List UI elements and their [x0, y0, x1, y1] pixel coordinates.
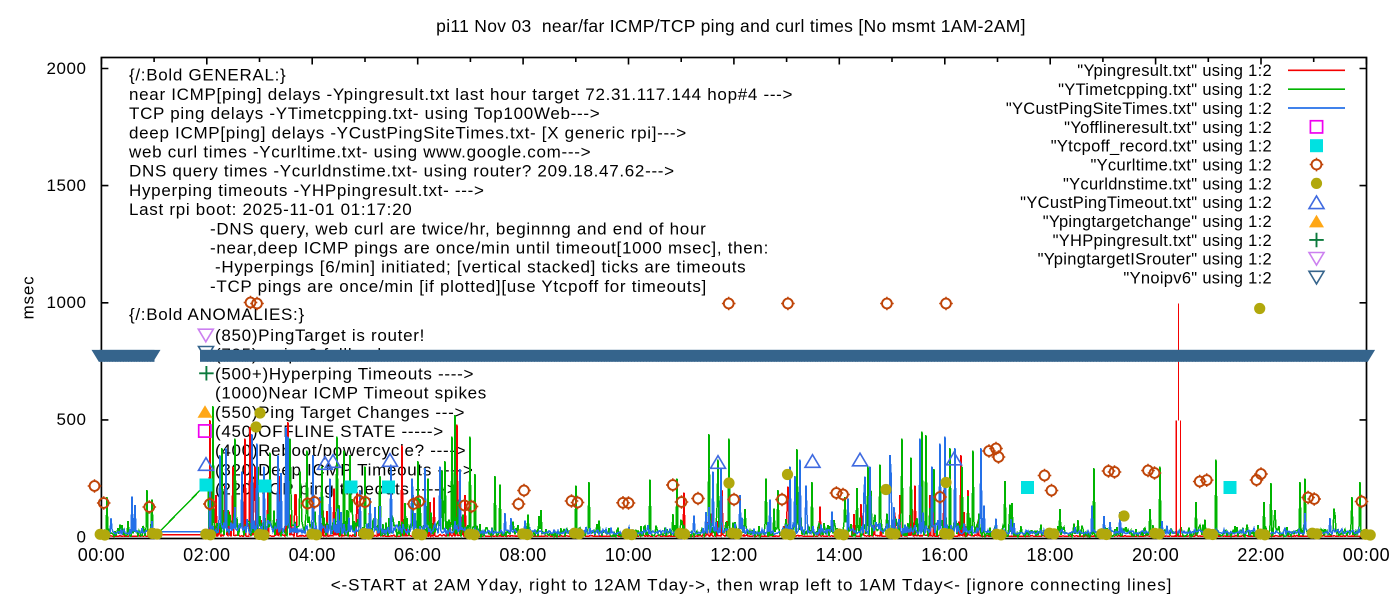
- svg-text:2000: 2000: [46, 59, 86, 78]
- svg-text:02:00: 02:00: [183, 545, 230, 565]
- svg-text:00:00: 00:00: [1343, 545, 1390, 565]
- svg-text:14:00: 14:00: [816, 545, 863, 565]
- svg-text:deep ICMP[ping] delays -YCustP: deep ICMP[ping] delays -YCustPingSiteTim…: [129, 123, 687, 142]
- svg-text:22:00: 22:00: [1237, 545, 1284, 565]
- svg-text:-near,deep ICMP pings are once: -near,deep ICMP pings are once/min until…: [210, 239, 769, 258]
- svg-text:0: 0: [76, 527, 86, 546]
- svg-text:04:00: 04:00: [289, 545, 336, 565]
- svg-text:1500: 1500: [46, 176, 86, 195]
- svg-text:{/:Bold GENERAL:}: {/:Bold GENERAL:}: [129, 66, 286, 85]
- svg-text:<-START at 2AM Yday, right to: <-START at 2AM Yday, right to 12AM Tday-…: [331, 576, 1173, 595]
- svg-text:(500+)Hyperping Timeouts ---->: (500+)Hyperping Timeouts ---->: [215, 364, 474, 383]
- svg-text:DNS query times -Ycurldnstime.: DNS query times -Ycurldnstime.txt- using…: [129, 162, 675, 181]
- svg-text:-DNS query, web curl are twice: -DNS query, web curl are twice/hr, begin…: [210, 219, 706, 238]
- svg-text:Last rpi boot: 2025-11-01 01:1: Last rpi boot: 2025-11-01 01:17:20: [129, 200, 412, 219]
- svg-text:pi11 Nov 03 near/far ICMP/TCP: pi11 Nov 03 near/far ICMP/TCP ping and c…: [436, 16, 1026, 36]
- svg-text:TCP ping delays -YTimetcpping.: TCP ping delays -YTimetcpping.txt- using…: [129, 104, 600, 123]
- svg-text:-Hyperpings [6/min] initiated;: -Hyperpings [6/min] initiated; [vertical…: [215, 258, 746, 277]
- svg-text:(450)OFFLINE STATE ----->: (450)OFFLINE STATE ----->: [215, 422, 444, 441]
- svg-text:18:00: 18:00: [1027, 545, 1074, 565]
- svg-text:08:00: 08:00: [499, 545, 546, 565]
- svg-text:-TCP pings are once/min [if pl: -TCP pings are once/min [if plotted][use…: [210, 277, 707, 296]
- svg-text:00:00: 00:00: [78, 545, 125, 565]
- svg-text:"YCustPingTimeout.txt" using 1: "YCustPingTimeout.txt" using 1:2: [1020, 194, 1272, 212]
- svg-text:(850)PingTarget is router!: (850)PingTarget is router!: [215, 326, 425, 345]
- svg-text:10:00: 10:00: [605, 545, 652, 565]
- svg-text:"YCustPingSiteTimes.txt" using: "YCustPingSiteTimes.txt" using 1:2: [1006, 100, 1272, 118]
- svg-text:"YHPpingresult.txt" using 1:2: "YHPpingresult.txt" using 1:2: [1053, 232, 1272, 250]
- svg-text:"Ypingtargetchange" using 1:2: "Ypingtargetchange" using 1:2: [1043, 213, 1272, 231]
- svg-text:web curl times -Ycurltime.txt-: web curl times -Ycurltime.txt- using www…: [128, 143, 591, 162]
- svg-text:"Yofflineresult.txt" using 1:2: "Yofflineresult.txt" using 1:2: [1064, 119, 1272, 137]
- svg-text:(1000)Near ICMP Timeout spikes: (1000)Near ICMP Timeout spikes: [215, 384, 487, 403]
- svg-text:"YTimetcpping.txt" using 1:2: "YTimetcpping.txt" using 1:2: [1058, 81, 1272, 99]
- svg-text:Hyperping timeouts -YHPpingres: Hyperping timeouts -YHPpingresult.txt- -…: [129, 181, 485, 200]
- svg-text:"Ypingresult.txt" using 1:2: "Ypingresult.txt" using 1:2: [1077, 62, 1272, 80]
- svg-text:12:00: 12:00: [710, 545, 757, 565]
- svg-text:(550)Ping Target Changes --->: (550)Ping Target Changes --->: [215, 403, 465, 422]
- svg-text:"Ytcpoff_record.txt" using 1:2: "Ytcpoff_record.txt" using 1:2: [1051, 138, 1272, 156]
- svg-text:"Ycurltime.txt" using 1:2: "Ycurltime.txt" using 1:2: [1090, 156, 1272, 174]
- svg-text:16:00: 16:00: [921, 545, 968, 565]
- svg-text:near ICMP[ping] delays -Ypingr: near ICMP[ping] delays -Ypingresult.txt …: [129, 85, 793, 104]
- svg-text:20:00: 20:00: [1132, 545, 1179, 565]
- svg-text:msec: msec: [19, 276, 38, 320]
- svg-text:1000: 1000: [46, 293, 86, 312]
- svg-text:"Ynoipv6" using 1:2: "Ynoipv6" using 1:2: [1123, 270, 1272, 288]
- svg-text:06:00: 06:00: [394, 545, 441, 565]
- svg-text:"YpingtargetISrouter" using 1:: "YpingtargetISrouter" using 1:2: [1038, 251, 1272, 269]
- svg-text:"Ycurldnstime.txt" using 1:2: "Ycurldnstime.txt" using 1:2: [1063, 175, 1272, 193]
- svg-text:{/:Bold ANOMALIES:}: {/:Bold ANOMALIES:}: [129, 305, 305, 324]
- svg-text:500: 500: [56, 410, 86, 429]
